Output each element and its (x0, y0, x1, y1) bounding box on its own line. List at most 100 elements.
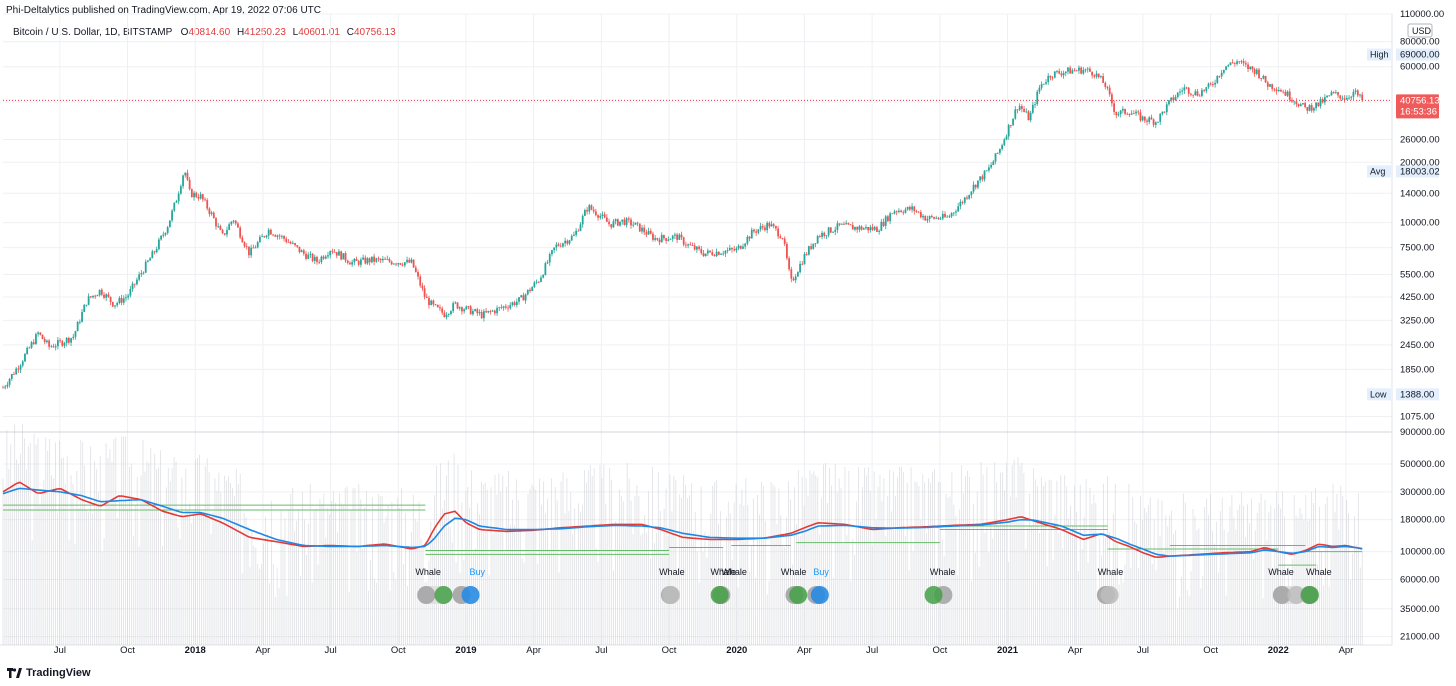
price-candle (801, 263, 804, 265)
price-candle (166, 227, 169, 233)
price-candle (654, 238, 657, 240)
price-candle (1275, 89, 1278, 92)
price-candle (1146, 120, 1148, 122)
price-candle (469, 306, 472, 315)
time-axis-label: Oct (120, 645, 135, 656)
price-candle (520, 295, 523, 298)
price-candle (889, 213, 892, 222)
price-candle (322, 256, 325, 259)
price-candle (1295, 101, 1298, 105)
time-axis-label: 2021 (997, 645, 1019, 656)
price-candle (627, 218, 630, 220)
price-candle (761, 226, 764, 228)
price-candle (570, 235, 573, 241)
last-price-countdown: 16:53:36 (1400, 106, 1437, 117)
signal-pill-knob (1300, 586, 1319, 604)
signal-label-buy: Buy (470, 567, 486, 577)
price-candle (862, 228, 865, 230)
price-candle (320, 256, 323, 263)
price-candle (111, 301, 114, 307)
price-candle (408, 259, 411, 263)
price-candle (94, 295, 97, 297)
price-axis-label: 4250.00 (1400, 292, 1434, 303)
time-axis-label: Oct (391, 645, 406, 656)
signal-pill-knob (434, 586, 453, 604)
price-candle (544, 263, 547, 275)
price-candle (913, 206, 916, 212)
signal-pill-knob (710, 586, 729, 604)
price-candle (966, 197, 968, 199)
price-candle (177, 193, 180, 202)
signal-pill-knob (1272, 586, 1291, 604)
price-candle (19, 365, 22, 370)
price-candle (669, 238, 672, 240)
price-candle (656, 238, 659, 240)
price-candle (1064, 71, 1067, 74)
price-candle (1056, 71, 1058, 72)
price-candle (269, 229, 272, 235)
price-candle (1067, 67, 1069, 72)
price-candle (990, 165, 993, 168)
price-candle (643, 227, 646, 233)
price-candle (911, 206, 913, 210)
price-candle (827, 227, 830, 236)
price-candle (783, 238, 786, 244)
price-candle (190, 189, 193, 198)
price-candle (1168, 100, 1170, 105)
price-candle (245, 246, 248, 248)
time-axis-label: Jul (866, 645, 878, 656)
signal-label-whale: Whale (1306, 567, 1332, 577)
price-candle (522, 295, 525, 301)
price-candle (1148, 117, 1151, 122)
price-candle (1018, 106, 1021, 110)
price-candle (1218, 75, 1221, 77)
price-candle (346, 260, 349, 263)
price-candle (1080, 67, 1083, 74)
price-candle (280, 235, 283, 237)
price-candle (1231, 62, 1234, 64)
price-candle (1073, 70, 1076, 72)
price-axis-label: 7500.00 (1400, 243, 1434, 254)
price-candle (1350, 96, 1353, 98)
price-candle (551, 250, 553, 255)
time-axis-label: 2020 (726, 645, 747, 656)
price-candle (381, 258, 384, 261)
price-candle (759, 226, 762, 230)
price-candle (24, 353, 26, 362)
price-candle (98, 289, 101, 296)
price-candle (812, 243, 815, 249)
price-candle (770, 224, 773, 227)
price-candle (546, 262, 549, 264)
price-candle (302, 250, 305, 254)
price-candle (54, 346, 57, 348)
price-candle (1181, 90, 1184, 92)
price-candle (100, 289, 103, 295)
price-candle (1102, 76, 1105, 83)
price-candle (746, 236, 749, 244)
price-candle (858, 226, 861, 230)
price-candle (193, 192, 195, 198)
price-candle (357, 260, 360, 265)
price-candle (577, 230, 580, 232)
price-candle (50, 346, 53, 348)
price-candle (10, 374, 13, 380)
price-candle (248, 246, 250, 256)
price-candle (834, 229, 837, 232)
price-candle (210, 212, 213, 214)
price-candle (509, 304, 512, 309)
price-candle (735, 248, 738, 251)
price-candle (1242, 61, 1245, 64)
price-candle (63, 343, 66, 346)
time-axis-label: 2022 (1268, 645, 1289, 656)
time-axis-label: Apr (797, 645, 812, 656)
price-candle (2, 387, 4, 389)
price-candle (614, 219, 617, 222)
price-candle (1031, 104, 1034, 113)
price-candle (979, 176, 982, 181)
price-candle (1053, 71, 1056, 78)
price-candle (1115, 111, 1118, 116)
price-candle (125, 297, 127, 299)
price-candle (454, 302, 457, 304)
price-candle (977, 180, 979, 188)
